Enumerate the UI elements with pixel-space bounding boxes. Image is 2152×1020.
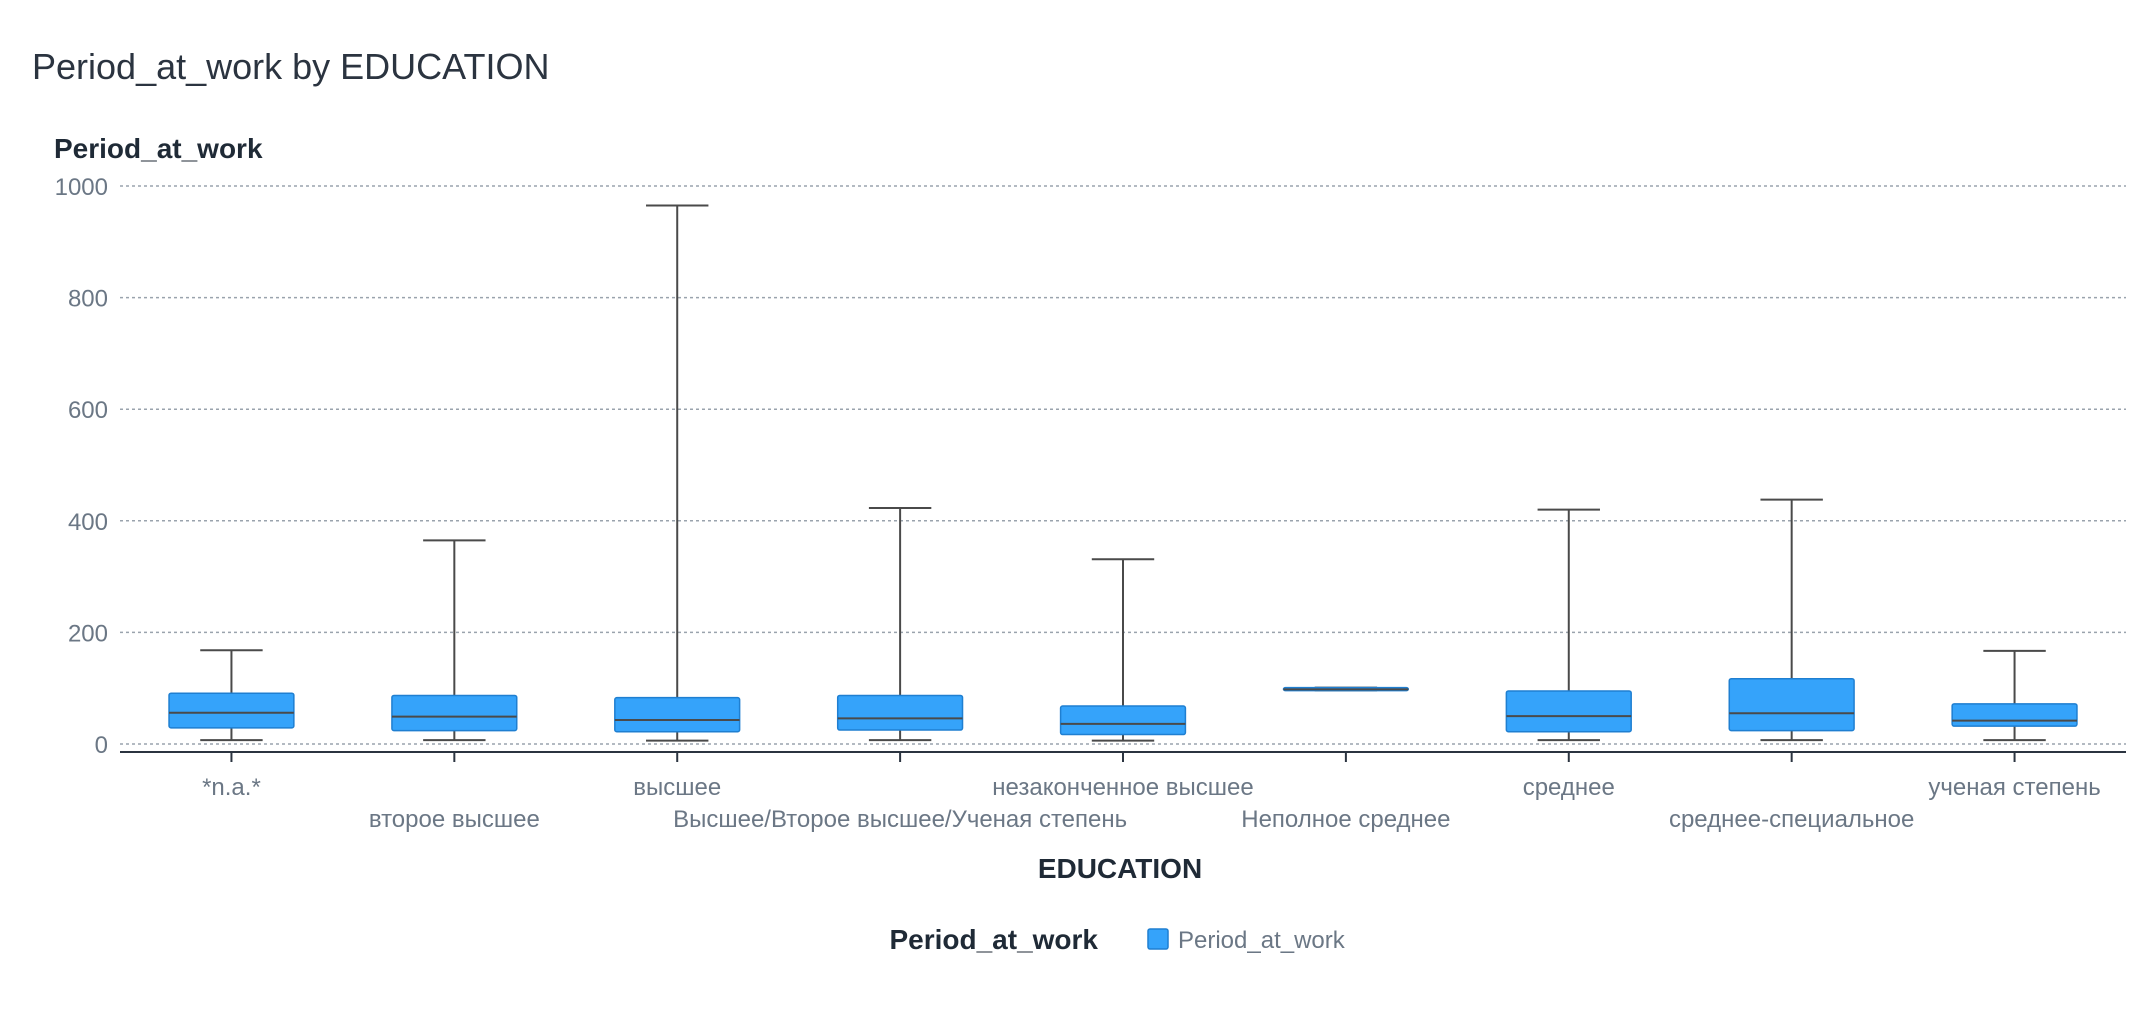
y-axis-title: Period_at_work — [54, 133, 263, 164]
y-tick-label: 400 — [68, 509, 108, 536]
box-iqr — [168, 692, 295, 729]
x-tick-label: незаконченное высшее — [992, 774, 1253, 801]
legend[interactable]: Period_at_work Period_at_work — [889, 924, 1345, 955]
box-8 — [1951, 649, 2078, 742]
box-iqr — [1505, 690, 1632, 733]
y-tick-label: 600 — [68, 397, 108, 424]
box-1 — [391, 539, 518, 742]
box-iqr — [836, 694, 964, 731]
x-axis: *n.a.* второе высшее высшее Высшее/Второе в… — [120, 751, 2126, 833]
box-iqr — [1728, 677, 1855, 732]
x-tick-label: среднее — [1523, 774, 1615, 801]
box-5 — [1282, 686, 1410, 692]
chart-title: Period_at_work by EDUCATION — [32, 46, 550, 87]
box-4 — [1059, 558, 1187, 742]
box-0 — [168, 649, 295, 742]
y-tick-label: 1000 — [55, 174, 108, 201]
x-tick-label: высшее — [633, 774, 721, 801]
legend-swatch — [1147, 928, 1169, 950]
legend-label: Period_at_work — [1178, 927, 1346, 954]
x-tick-label: *n.a.* — [202, 774, 261, 801]
box-iqr — [391, 694, 518, 732]
x-tick-label: ученая степень — [1928, 774, 2100, 801]
box-series — [168, 204, 2078, 742]
x-tick-label: второе высшее — [369, 806, 540, 833]
x-tick-label: Высшее/Второе высшее/Ученая степень — [673, 806, 1127, 833]
box-6 — [1505, 508, 1632, 742]
box-iqr — [1951, 703, 2078, 727]
y-axis-ticks: 0 200 400 600 800 1000 — [55, 174, 108, 759]
y-tick-label: 200 — [68, 620, 108, 647]
x-tick-label: Неполное среднее — [1241, 806, 1450, 833]
box-iqr — [1059, 705, 1187, 736]
y-tick-label: 0 — [95, 732, 108, 759]
box-2 — [614, 204, 741, 742]
box-3 — [836, 506, 964, 742]
y-tick-label: 800 — [68, 286, 108, 313]
box-iqr — [614, 696, 741, 733]
box-7 — [1728, 498, 1855, 742]
legend-title: Period_at_work — [889, 924, 1098, 955]
x-tick-label: среднее-специальное — [1669, 806, 1914, 833]
x-axis-title: EDUCATION — [1038, 853, 1202, 884]
